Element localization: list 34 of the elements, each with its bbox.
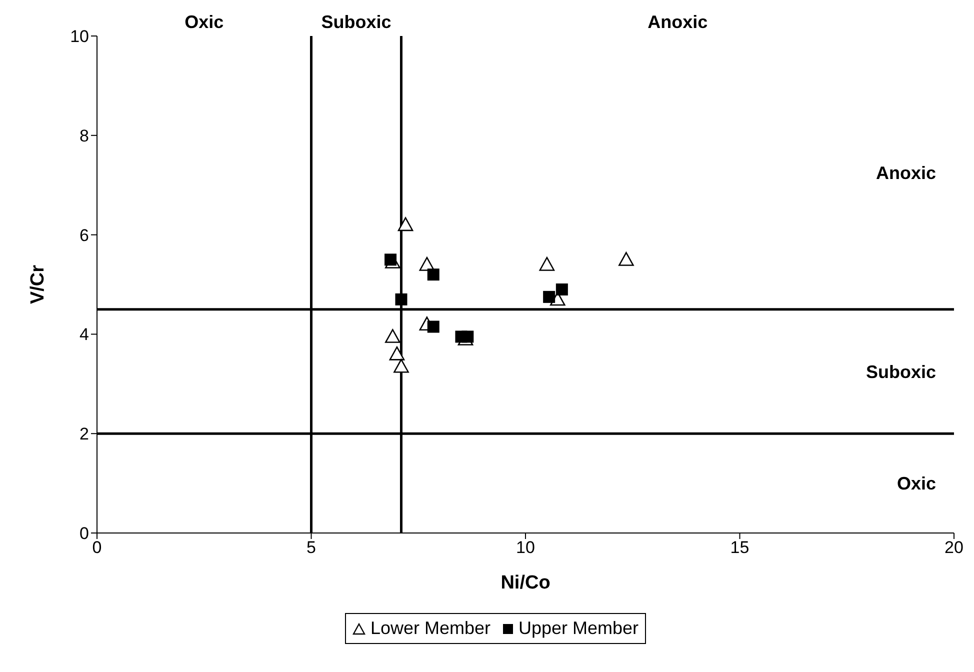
y-tick-label: 2 xyxy=(80,424,89,444)
point xyxy=(385,329,400,343)
point xyxy=(389,346,405,360)
y-tick-label: 6 xyxy=(80,226,89,245)
annotation: Anoxic xyxy=(876,163,936,184)
point xyxy=(394,358,409,373)
point xyxy=(618,252,634,266)
x-tick-label: 20 xyxy=(944,538,964,558)
legend-label: Lower Member xyxy=(369,618,490,639)
point xyxy=(543,290,556,303)
y-axis-title: V/Cr xyxy=(28,264,49,304)
legend-label: Upper Member xyxy=(518,618,639,639)
point xyxy=(427,268,440,281)
annotation: Oxic xyxy=(896,474,936,494)
point xyxy=(539,256,555,271)
x-tick-label: 5 xyxy=(306,538,316,558)
x-axis-title: Ni/Co xyxy=(500,572,550,594)
point xyxy=(556,283,568,296)
x-tick-label: 0 xyxy=(92,538,102,558)
y-tick-label: 4 xyxy=(80,325,89,344)
point xyxy=(462,330,474,343)
x-tick-label: 10 xyxy=(516,538,535,558)
x-tick-label: 15 xyxy=(730,538,750,558)
y-tick-label: 8 xyxy=(80,126,89,146)
y-tick-label: 10 xyxy=(70,27,89,46)
text: Anoxic xyxy=(648,12,708,32)
point xyxy=(384,254,397,266)
annotation: Suboxic xyxy=(866,362,936,382)
point xyxy=(395,293,408,306)
point xyxy=(398,217,414,232)
text: Suboxic xyxy=(321,12,392,32)
text: Oxic xyxy=(184,12,224,32)
point xyxy=(427,320,440,333)
y-tick-label: 0 xyxy=(80,524,89,544)
